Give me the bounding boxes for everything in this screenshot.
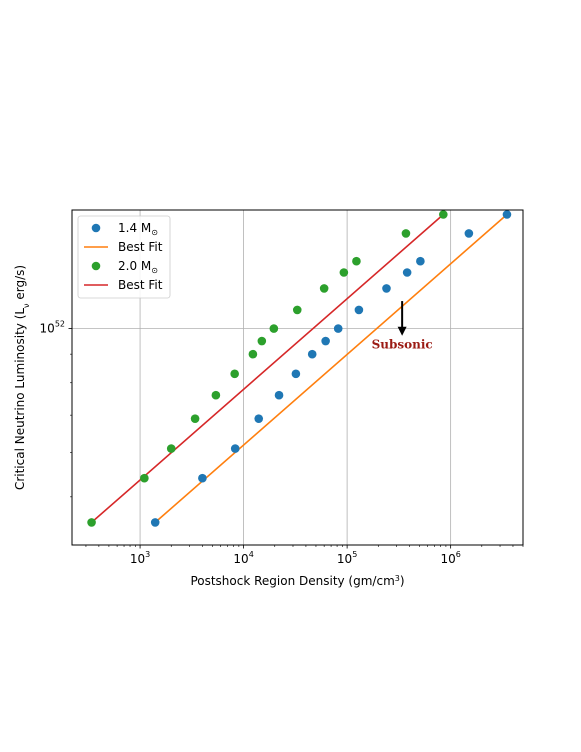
- data-point-series-0: [291, 369, 301, 379]
- data-point-series-0: [333, 324, 343, 333]
- best-fit-line-1: [154, 213, 508, 524]
- data-point-series-2: [269, 324, 279, 333]
- data-point-series-0: [254, 414, 264, 423]
- annotations: Subsonic: [372, 301, 433, 352]
- x-tick-label: 105: [337, 550, 357, 566]
- x-tick-label: 103: [130, 550, 150, 566]
- y-axis-label-sub: ν: [22, 303, 31, 308]
- data-point-series-0: [307, 349, 317, 359]
- data-point-series-0: [198, 473, 207, 483]
- legend-label: 2.0 M⊙: [118, 259, 158, 275]
- data-point-series-0: [416, 256, 425, 266]
- data-point-series-0: [402, 268, 412, 277]
- data-point-series-2: [339, 268, 349, 277]
- data-point-series-0: [464, 229, 474, 238]
- data-point-series-2: [230, 369, 239, 379]
- data-point-series-2: [319, 284, 329, 293]
- legend-label: Best Fit: [118, 278, 163, 292]
- x-axis-label-sup: 3: [395, 574, 400, 583]
- data-point-series-2: [257, 336, 267, 346]
- x-tick-label: 104: [233, 550, 253, 566]
- grid: [72, 210, 523, 545]
- data-point-series-2: [248, 349, 258, 359]
- x-axis-label-tail: ): [400, 574, 405, 588]
- y-axis-label: Critical Neutrino Luminosity (Lν erg/s): [13, 265, 31, 490]
- data-point-series-0: [382, 284, 391, 293]
- legend-marker: [91, 223, 101, 233]
- best-fit-line-3: [91, 213, 444, 524]
- data-point-series-0: [230, 444, 240, 453]
- axis-ticks: 103 104 105 106 1052: [40, 320, 524, 566]
- annotation-arrow-head: [397, 326, 407, 336]
- data-point-series-0: [502, 210, 512, 219]
- data-point-series-2: [190, 414, 200, 423]
- data-point-series-2: [166, 444, 176, 453]
- x-tick-label: 106: [440, 550, 460, 566]
- x-axis-label-main: Postshock Region Density (gm/cm: [190, 574, 394, 588]
- y-axis-label-tail: erg/s): [13, 265, 27, 304]
- data-point-series-2: [352, 256, 361, 266]
- legend-label: Best Fit: [118, 240, 163, 254]
- legend: 1.4 M⊙ Best Fit 2.0 M⊙ Best Fit: [77, 215, 171, 299]
- data-point-series-0: [321, 336, 330, 346]
- y-tick-label: 1052: [40, 320, 65, 336]
- annotation-text: Subsonic: [372, 338, 433, 352]
- data-point-series-2: [211, 390, 221, 400]
- x-axis-label: Postshock Region Density (gm/cm3): [190, 574, 404, 589]
- data-point-series-2: [292, 305, 302, 315]
- legend-marker: [91, 261, 101, 271]
- plot-frame: [71, 209, 524, 546]
- data-points: [87, 210, 512, 527]
- legend-label: 1.4 M⊙: [118, 221, 158, 237]
- data-point-series-2: [439, 210, 448, 219]
- data-point-series-2: [140, 473, 149, 483]
- data-point-series-2: [401, 229, 411, 238]
- y-axis-label-main: Critical Neutrino Luminosity (L: [13, 308, 27, 490]
- data-point-series-2: [87, 518, 96, 527]
- data-point-series-0: [354, 305, 364, 315]
- data-point-series-0: [150, 518, 160, 527]
- legend-box: [77, 215, 171, 299]
- fit-lines: [91, 213, 508, 524]
- data-point-series-0: [274, 390, 284, 400]
